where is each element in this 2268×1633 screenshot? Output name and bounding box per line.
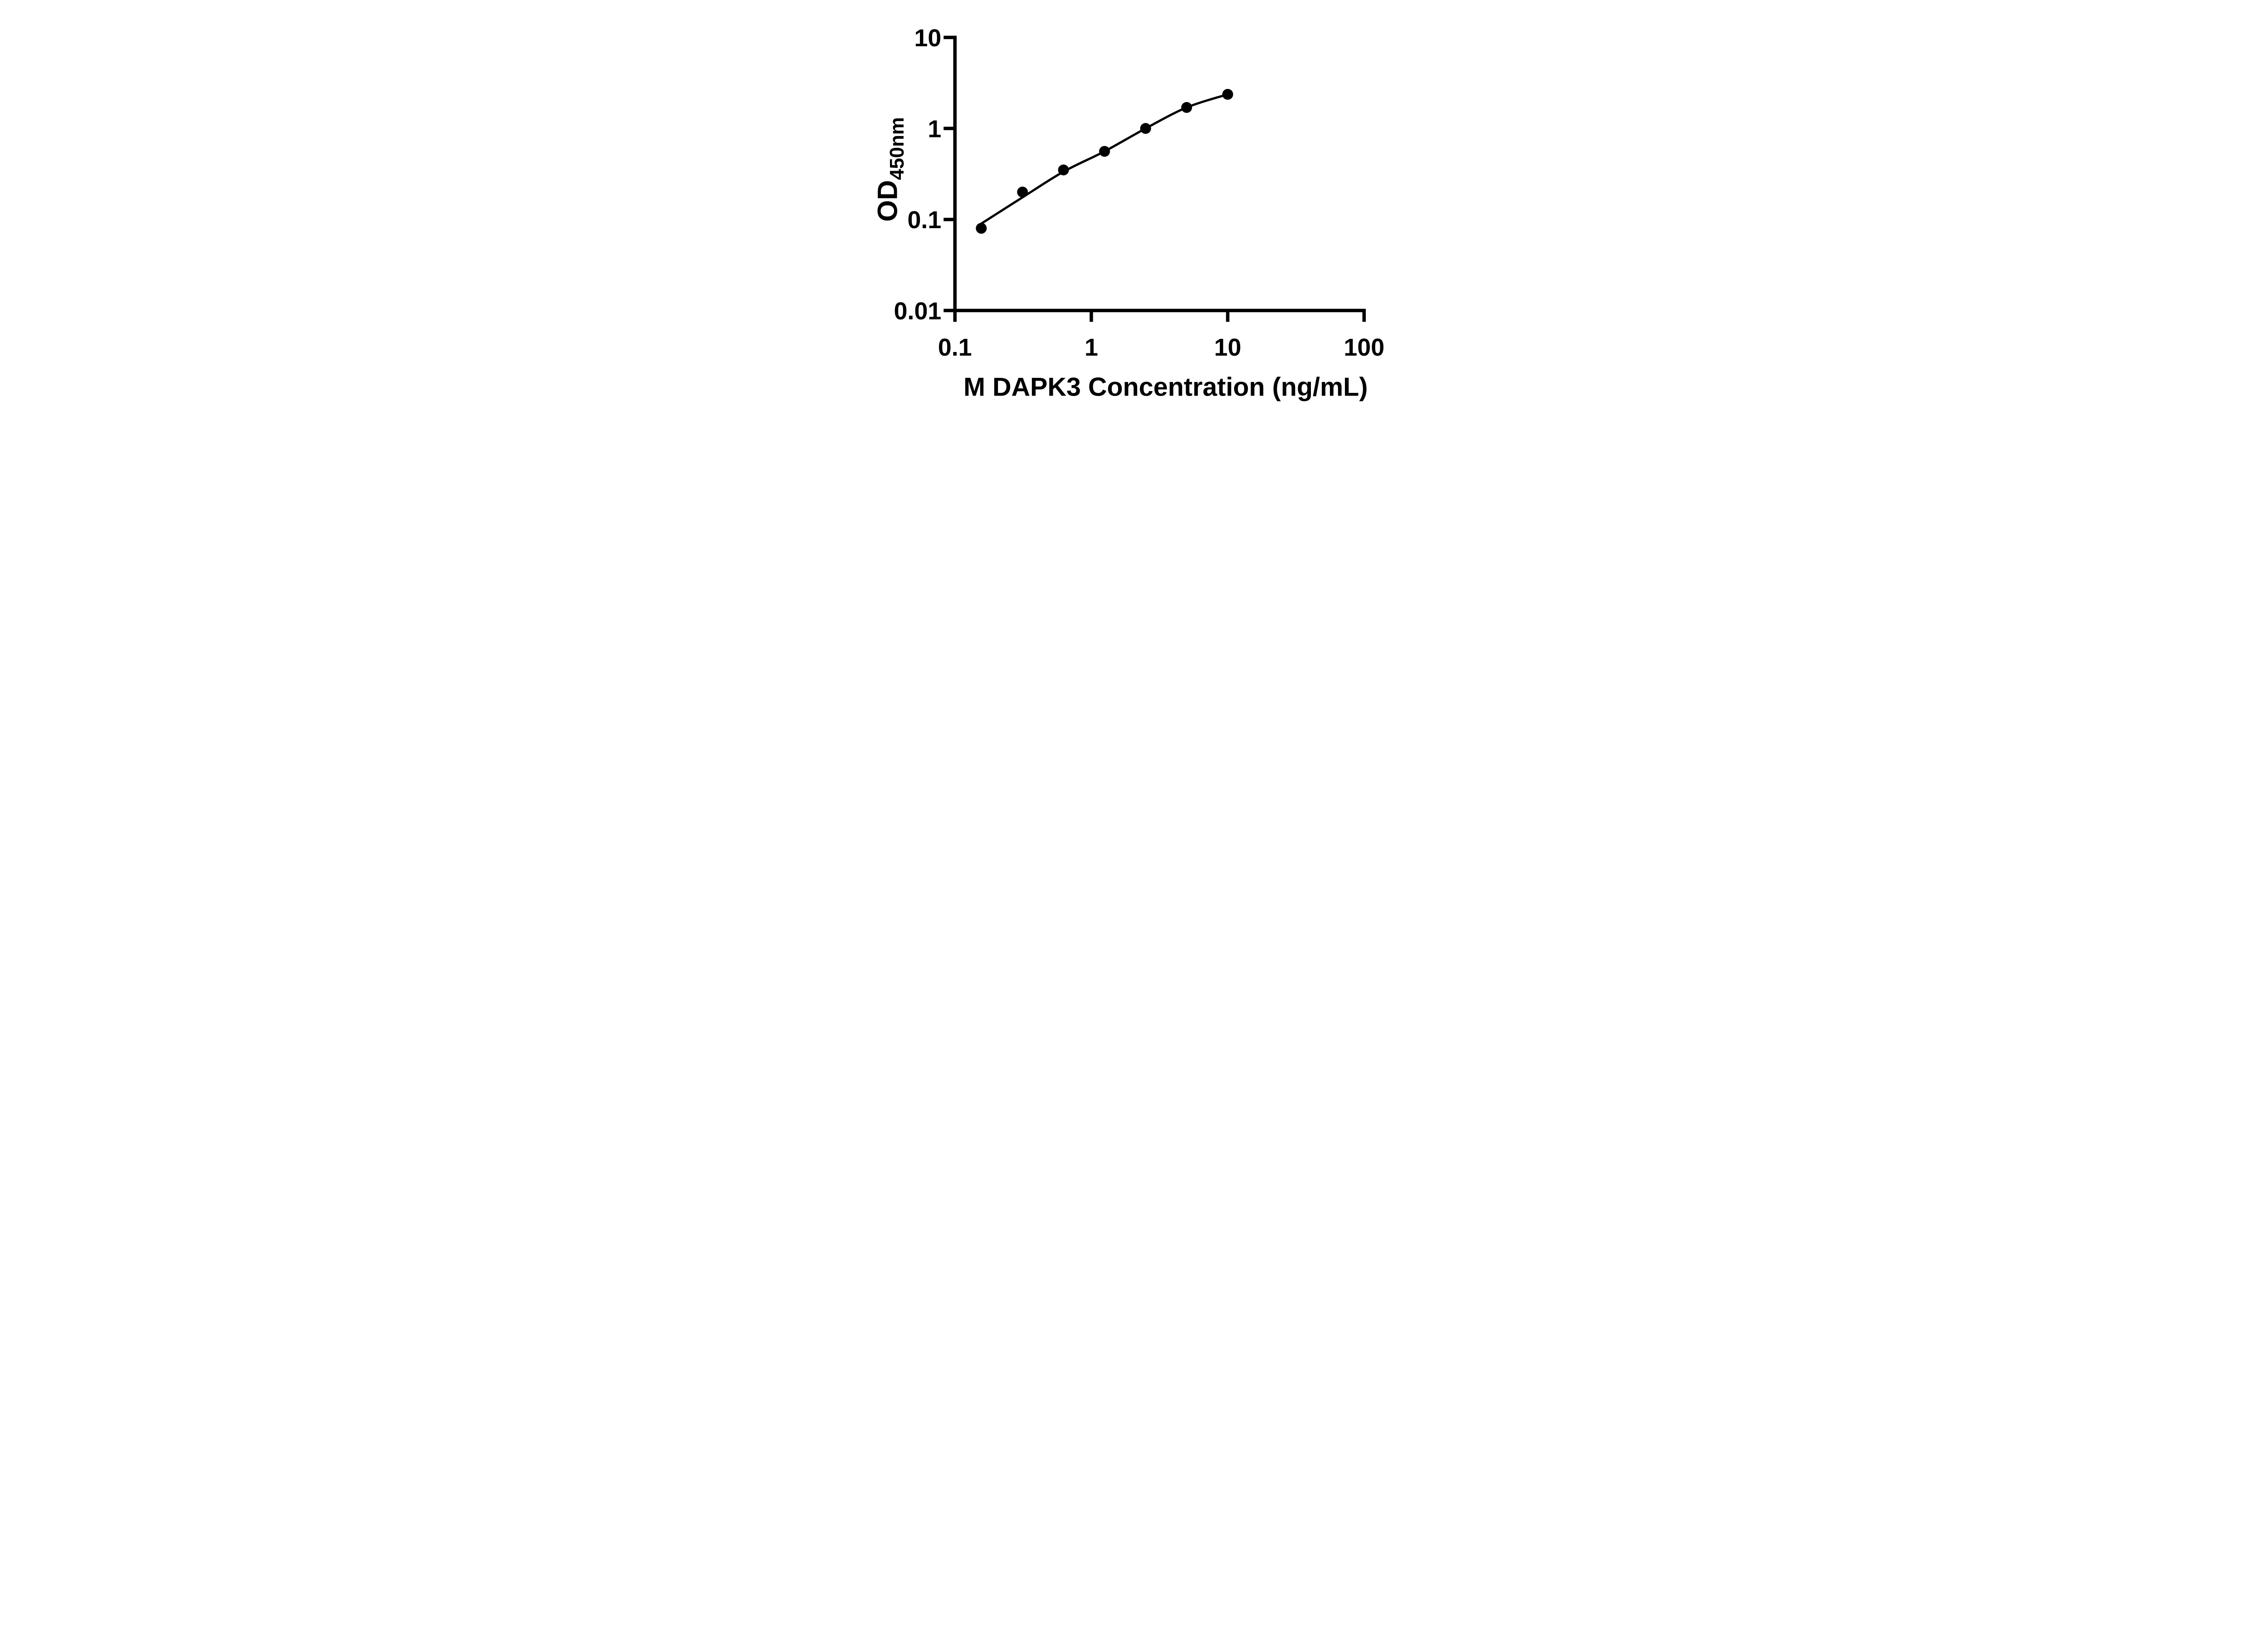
x-tick-label: 1 xyxy=(1085,334,1098,361)
x-tick-group: 0.1 1 10 100 xyxy=(938,310,1384,361)
x-axis-title: M DAPK3 Concentration (ng/mL) xyxy=(963,373,1368,402)
standard-curve-plot: 0.1 1 10 100 10 1 0.1 0.01 M DAPK3 Concentrati… xyxy=(872,24,1384,402)
data-point-group xyxy=(976,88,1233,234)
fit-curve xyxy=(980,93,1229,225)
data-point xyxy=(1099,146,1110,157)
y-tick-label: 1 xyxy=(928,116,941,143)
data-point xyxy=(976,223,987,234)
data-point xyxy=(1140,123,1151,134)
y-axis-title-main: OD xyxy=(872,180,903,222)
data-point xyxy=(1017,186,1028,198)
fit-curve-group xyxy=(980,93,1229,225)
plot-axes xyxy=(953,35,1366,313)
data-point xyxy=(1181,102,1193,113)
y-tick-label: 10 xyxy=(914,24,941,52)
y-tick-label: 0.01 xyxy=(894,298,942,325)
x-tick-label: 100 xyxy=(1344,334,1384,361)
y-tick-label: 0.1 xyxy=(908,206,942,234)
data-point xyxy=(1222,88,1233,100)
y-axis-title: OD450nm xyxy=(872,117,908,222)
x-tick-label: 0.1 xyxy=(938,334,972,361)
data-point xyxy=(1058,164,1069,176)
y-tick-group: 10 1 0.1 0.01 xyxy=(894,24,955,325)
elisa-standard-curve-figure: 0.1 1 10 100 10 1 0.1 0.01 M DAPK3 Concentrati… xyxy=(842,0,1426,408)
y-axis-title-subscript: 450nm xyxy=(886,117,908,180)
x-tick-label: 10 xyxy=(1214,334,1242,361)
